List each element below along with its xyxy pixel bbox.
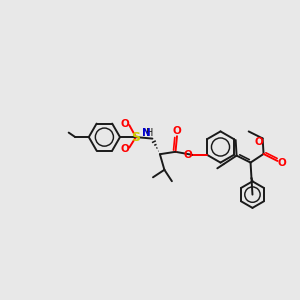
Text: S: S [131,130,140,144]
Text: O: O [120,118,129,129]
Text: O: O [277,158,286,168]
Text: N: N [142,128,151,138]
Text: O: O [120,144,129,154]
Text: O: O [255,137,263,147]
Text: O: O [183,150,192,160]
Text: O: O [172,126,182,136]
Text: H: H [146,128,154,138]
